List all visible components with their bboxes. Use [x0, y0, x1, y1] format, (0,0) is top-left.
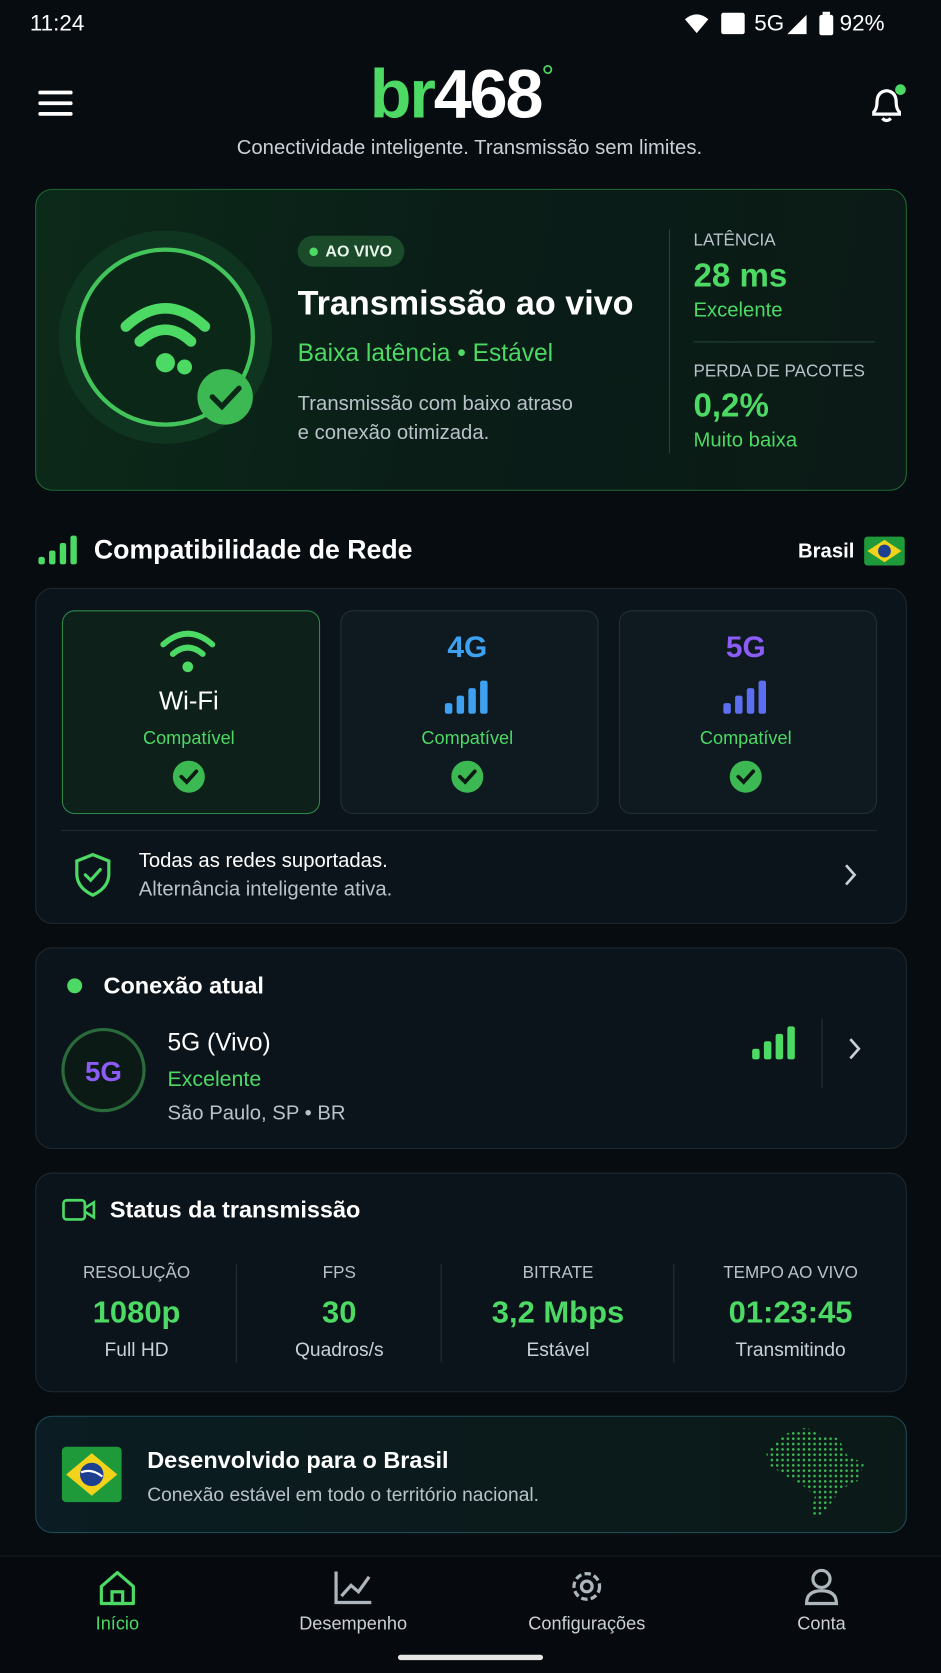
divider: [673, 1264, 675, 1363]
network-status: Compatível: [421, 728, 514, 749]
notifications-button[interactable]: [868, 83, 906, 126]
brazil-banner: [35, 1415, 907, 1534]
network-quality: Excelente: [167, 1067, 262, 1092]
nav-item[interactable]: Conta: [797, 1613, 846, 1634]
signal-bars: [752, 1026, 795, 1060]
stat-label: FPS: [322, 1264, 356, 1283]
nav-item[interactable]: Configurações: [528, 1613, 646, 1634]
live-description: Transmissão com baixo atraso: [297, 393, 573, 416]
brazil-map: [766, 1427, 865, 1520]
network-status: Compatível: [142, 728, 235, 749]
brazil-flag: [864, 536, 905, 566]
metric-value: 0,2%: [693, 386, 769, 425]
divider: [440, 1264, 442, 1363]
live-subtitle: Baixa latência • Estável: [297, 338, 554, 367]
region: Brasil: [798, 540, 855, 563]
live-title: Transmissão ao vivo: [297, 283, 634, 323]
tagline: Conectividade inteligente. Transmissão s…: [236, 137, 703, 160]
logo-main: br: [369, 55, 436, 133]
live-description: e conexão otimizada.: [297, 421, 490, 445]
live-badge-text: AO VIVO: [325, 242, 393, 261]
live-icon: [58, 230, 273, 444]
nav-item[interactable]: Desempenho: [299, 1613, 408, 1634]
card-title: Status da transmissão: [109, 1195, 361, 1223]
metric-note: Muito baixa: [693, 429, 798, 452]
menu-button[interactable]: [38, 90, 73, 117]
banner-title: Desenvolvido para o Brasil: [147, 1446, 449, 1474]
metric-label: PERDA DE PACOTES: [693, 362, 865, 381]
home-indicator: [397, 1654, 544, 1661]
status-battery: 92%: [839, 11, 885, 36]
home-icon: [99, 1570, 135, 1606]
divider: [235, 1264, 237, 1363]
stat-value: 1080p: [92, 1295, 181, 1330]
stat-value: 30: [322, 1295, 357, 1330]
bottom-nav: [0, 1555, 941, 1673]
status-network: 5G: [754, 11, 785, 36]
stat-note: Quadros/s: [294, 1338, 384, 1361]
divider: [61, 830, 877, 832]
status-time: 11:24: [29, 11, 85, 36]
brazil-flag: [61, 1446, 122, 1503]
chevron[interactable]: [843, 863, 858, 886]
metric-value: 28 ms: [693, 256, 788, 294]
summary-line: Alternância inteligente ativa.: [138, 878, 393, 901]
status-signal-battery: [787, 11, 834, 36]
card-title: Conexão atual: [103, 971, 264, 999]
banner-text: Conexão estável em todo o território nac…: [147, 1484, 540, 1506]
stat-label: RESOLUÇÃO: [82, 1264, 191, 1283]
stat-value: 01:23:45: [728, 1295, 853, 1330]
stat-label: TEMPO AO VIVO: [723, 1264, 858, 1283]
divider: [668, 229, 671, 454]
shield-icon: [75, 852, 111, 897]
network-ring: [61, 1027, 146, 1113]
network-status: Compatível: [699, 728, 792, 749]
nav-item[interactable]: Início: [95, 1613, 140, 1634]
stream-card: [35, 1172, 907, 1393]
stat-note: Transmitindo: [735, 1338, 846, 1361]
stat-note: Full HD: [104, 1338, 169, 1361]
network-name: Wi-Fi: [158, 687, 219, 716]
signal-icon: [38, 535, 77, 565]
metric-label: LATÊNCIA: [693, 231, 776, 250]
network-badge: 5G: [84, 1055, 122, 1088]
chevron[interactable]: [847, 1037, 862, 1060]
logo-mark: °: [541, 59, 554, 95]
network-location: São Paulo, SP • BR: [167, 1102, 346, 1126]
bars-icon: [723, 680, 767, 714]
network-name: 5G: [725, 630, 766, 664]
network-name: 5G (Vivo): [167, 1027, 271, 1056]
divider: [821, 1018, 823, 1089]
connection-card: [35, 947, 907, 1150]
network-name: 4G: [447, 630, 488, 664]
status-dot: [67, 978, 83, 994]
nav-icons: [99, 1568, 839, 1606]
metric-note: Excelente: [693, 299, 783, 322]
live-dot: [309, 247, 318, 257]
status-icons: [684, 12, 745, 35]
bars-icon: [444, 680, 488, 714]
summary-line: Todas as redes suportadas.: [138, 849, 388, 873]
stat-label: BITRATE: [522, 1264, 594, 1283]
stat-value: 3,2 Mbps: [491, 1295, 625, 1330]
logo: br468°: [370, 59, 554, 128]
wifi-icon: [160, 630, 216, 673]
check-icons: [172, 760, 762, 793]
logo-accent: 468: [433, 55, 544, 133]
divider: [693, 341, 875, 343]
section-title: Compatibilidade de Rede: [93, 535, 413, 565]
camera-icon: [62, 1198, 96, 1221]
stat-note: Estável: [526, 1338, 590, 1361]
